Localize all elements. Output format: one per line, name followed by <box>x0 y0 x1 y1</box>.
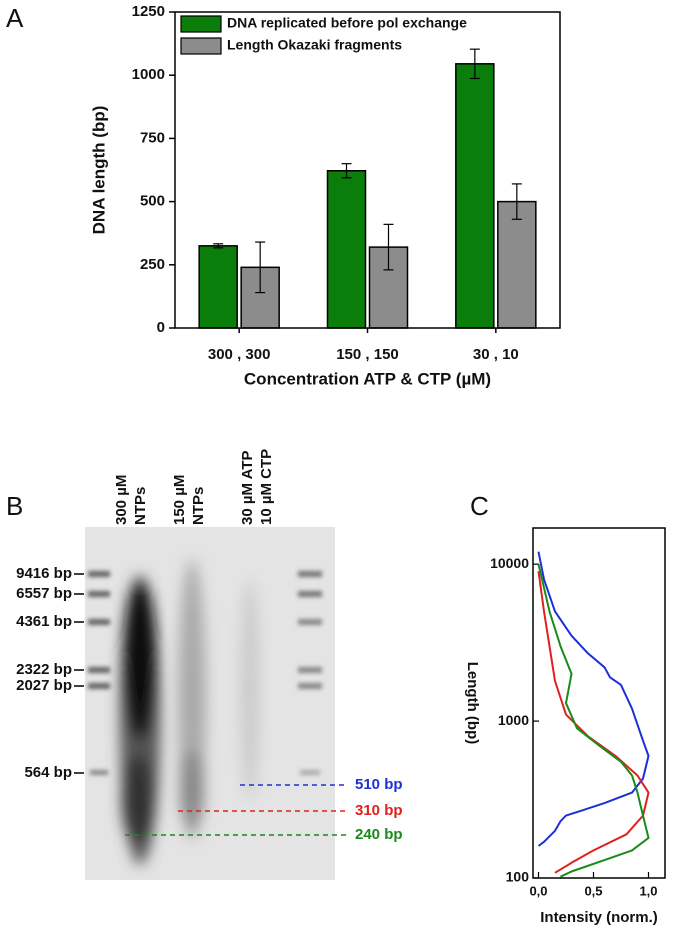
y-tick-label: 750 <box>140 129 165 146</box>
axes-frame <box>532 527 666 879</box>
y-tick-label: 0 <box>157 319 165 336</box>
marker-label: 2027 bp <box>16 677 72 694</box>
bar <box>455 63 495 329</box>
y-tick-label: 100 <box>506 869 530 885</box>
line-series <box>537 571 650 874</box>
x-tick-label: 300 , 300 <box>208 346 271 363</box>
lane-label: 10 µM CTP <box>258 449 275 525</box>
gel-image <box>85 527 335 880</box>
x-axis-label: Concentration ATP & CTP (µM) <box>244 369 491 388</box>
y-tick-label: 500 <box>140 193 165 210</box>
band-label: 510 bp <box>355 776 403 793</box>
line-series <box>537 551 650 847</box>
marker-label: 2322 bp <box>16 661 72 678</box>
lane-label: NTPs <box>132 487 149 525</box>
x-tick-label: 0,0 <box>529 883 547 898</box>
marker-label: 564 bp <box>24 764 72 781</box>
x-tick-label: 30 , 10 <box>473 346 519 363</box>
bar <box>497 200 537 329</box>
y-tick-label: 10000 <box>490 555 529 571</box>
panel-label: B <box>6 491 23 521</box>
band-label: 310 bp <box>355 802 403 819</box>
panel-label: C <box>470 491 489 521</box>
y-tick-label: 1000 <box>498 712 529 728</box>
x-tick-label: 1,0 <box>639 883 657 898</box>
y-tick-label: 250 <box>140 256 165 273</box>
legend-swatch <box>180 37 222 55</box>
lane-label: NTPs <box>190 487 207 525</box>
lane-label: 30 µM ATP <box>239 451 256 526</box>
error-bar <box>469 48 480 80</box>
legend-label: DNA replicated before pol exchange <box>227 15 467 31</box>
error-bar <box>255 241 266 294</box>
marker-label: 4361 bp <box>16 613 72 630</box>
y-axis-label: Length (bp) <box>464 662 481 744</box>
y-axis-label: DNA length (bp) <box>89 106 108 235</box>
panel-label: A <box>6 3 24 33</box>
y-tick-label: 1000 <box>132 66 165 83</box>
legend-swatch <box>180 15 222 33</box>
legend-label: Length Okazaki fragments <box>227 37 402 53</box>
line-series <box>537 563 650 878</box>
error-bar <box>213 243 224 249</box>
x-axis-label: Intensity (norm.) <box>540 909 658 926</box>
bar <box>198 245 238 329</box>
bar <box>326 170 367 329</box>
band-label: 240 bp <box>355 826 403 843</box>
lane-label: 300 µM <box>113 475 130 525</box>
marker-label: 6557 bp <box>16 585 72 602</box>
error-bar <box>341 163 352 179</box>
y-tick-label: 1250 <box>132 3 165 20</box>
error-bar <box>383 223 394 271</box>
axes-frame <box>174 11 561 329</box>
x-tick-label: 0,5 <box>584 883 602 898</box>
x-tick-label: 150 , 150 <box>336 346 399 363</box>
lane-label: 150 µM <box>171 475 188 525</box>
error-bar <box>511 183 522 220</box>
marker-label: 9416 bp <box>16 565 72 582</box>
